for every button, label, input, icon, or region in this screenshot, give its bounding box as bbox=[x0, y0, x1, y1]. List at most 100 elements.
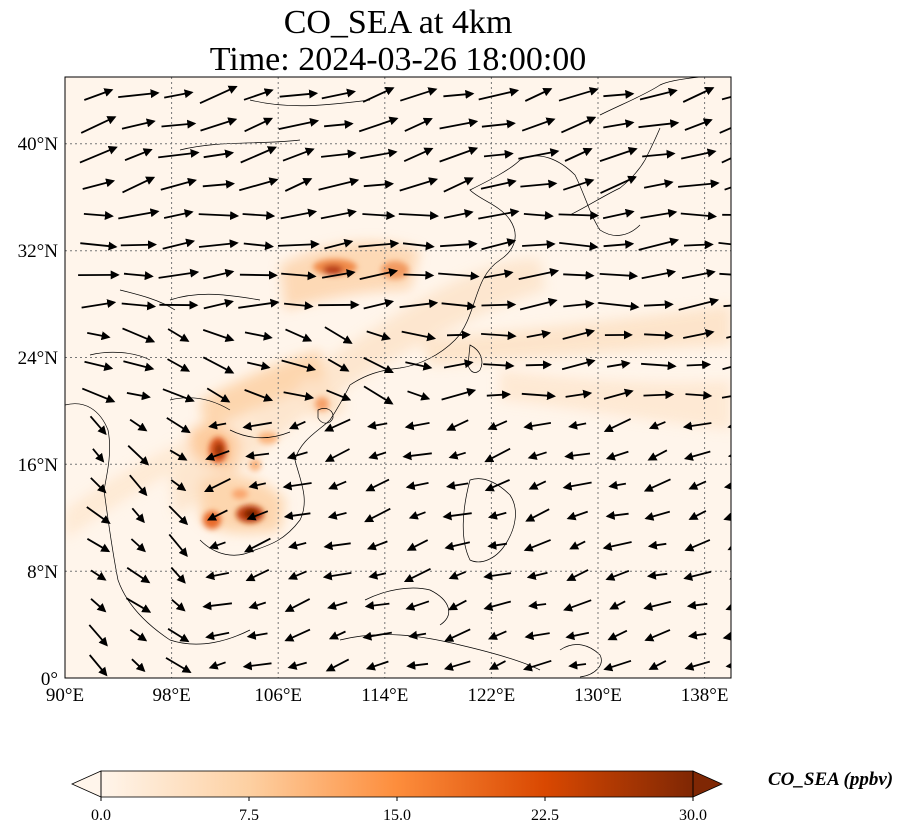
wind-arrow bbox=[561, 358, 596, 371]
wind-arrow bbox=[364, 601, 390, 610]
colorbar-tick-label: 7.5 bbox=[239, 807, 259, 824]
wind-arrow bbox=[318, 177, 360, 191]
wind-arrow bbox=[723, 304, 731, 308]
wind-arrow bbox=[244, 331, 273, 341]
wind-arrow bbox=[322, 571, 352, 581]
wind-arrow bbox=[681, 268, 716, 279]
wind-arrow bbox=[566, 510, 588, 521]
wind-arrow bbox=[722, 366, 731, 371]
wind-arrow bbox=[243, 88, 274, 101]
wind-arrow bbox=[164, 89, 194, 99]
wind-arrow bbox=[202, 179, 235, 189]
wind-arrow bbox=[605, 510, 629, 520]
wind-arrow bbox=[321, 88, 356, 100]
wind-arrow bbox=[169, 449, 188, 461]
wind-arrow bbox=[129, 474, 148, 497]
wind-arrow bbox=[684, 118, 713, 131]
wind-arrow bbox=[363, 298, 395, 310]
wind-arrow bbox=[278, 117, 320, 130]
x-tick-label: 114°E bbox=[361, 685, 408, 706]
wind-arrow bbox=[488, 660, 506, 670]
wind-arrow bbox=[126, 567, 151, 584]
wind-arrow bbox=[199, 85, 238, 105]
wind-arrow bbox=[84, 360, 114, 371]
y-tick-label: 24°N bbox=[18, 348, 59, 369]
wind-arrow bbox=[320, 149, 357, 159]
wind-arrow bbox=[279, 89, 319, 99]
wind-arrow bbox=[522, 659, 552, 672]
wind-arrow bbox=[526, 571, 548, 580]
colorbar-tick-label: 22.5 bbox=[531, 807, 559, 824]
wind-arrow bbox=[368, 570, 387, 580]
wind-arrow bbox=[167, 628, 190, 643]
wind-arrow bbox=[405, 481, 429, 491]
wind-arrow bbox=[158, 148, 200, 159]
wind-arrow bbox=[483, 571, 512, 581]
wind-arrow bbox=[558, 210, 600, 220]
wind-arrow bbox=[324, 119, 354, 129]
wind-arrow bbox=[81, 299, 117, 309]
wind-arrow bbox=[559, 241, 599, 251]
wind-arrow bbox=[283, 511, 311, 521]
wind-arrow bbox=[606, 359, 631, 369]
wind-arrow bbox=[162, 388, 195, 403]
wind-arrow bbox=[202, 601, 233, 611]
wind-arrow bbox=[122, 176, 156, 194]
wind-arrow bbox=[363, 179, 394, 189]
wind-arrow bbox=[244, 537, 271, 553]
wind-arrow bbox=[366, 540, 388, 551]
wind-arrow bbox=[643, 390, 675, 400]
wind-arrow bbox=[364, 507, 391, 523]
wind-arrow bbox=[441, 388, 477, 401]
wind-arrow bbox=[405, 361, 433, 371]
wind-arrow bbox=[524, 631, 550, 641]
wind-arrow bbox=[562, 481, 592, 491]
wind-arrow bbox=[287, 661, 307, 670]
wind-arrow bbox=[205, 450, 230, 461]
wind-arrow bbox=[523, 539, 551, 552]
wind-arrow bbox=[729, 571, 731, 580]
wind-arrow bbox=[603, 659, 632, 672]
wind-arrow bbox=[170, 567, 186, 584]
wind-arrow bbox=[443, 359, 474, 369]
wind-arrow bbox=[719, 127, 731, 134]
wind-arrow bbox=[160, 177, 197, 191]
wind-arrow bbox=[682, 87, 715, 103]
wind-arrow bbox=[407, 390, 431, 401]
wind-arrow bbox=[198, 211, 240, 221]
wind-arrow bbox=[403, 567, 431, 583]
wind-arrow bbox=[358, 239, 400, 249]
wind-arrow bbox=[202, 356, 235, 374]
wind-arrow bbox=[727, 421, 731, 430]
wind-arrow bbox=[238, 298, 280, 309]
wind-arrow bbox=[324, 448, 350, 462]
wind-arrow bbox=[203, 477, 231, 493]
wind-arrow bbox=[683, 329, 715, 339]
wind-arrow bbox=[281, 359, 317, 372]
wind-arrow bbox=[88, 624, 108, 647]
x-tick-label: 106°E bbox=[254, 685, 302, 706]
wind-arrow bbox=[125, 597, 152, 613]
wind-arrow bbox=[244, 389, 274, 402]
wind-arrow bbox=[327, 358, 350, 372]
wind-arrow bbox=[285, 328, 313, 342]
colorbar-tick-label: 30.0 bbox=[679, 807, 707, 824]
wind-arrow bbox=[685, 390, 713, 400]
wind-arrow bbox=[678, 179, 720, 189]
wind-arrow bbox=[404, 421, 430, 431]
wind-arrow bbox=[483, 360, 515, 370]
wind-arrow bbox=[243, 241, 274, 251]
map-frame bbox=[64, 76, 732, 679]
wind-arrow bbox=[366, 330, 392, 341]
wind-arrow bbox=[565, 631, 590, 641]
wind-arrow bbox=[282, 147, 315, 162]
wind-arrow bbox=[483, 149, 514, 159]
wind-arrow bbox=[244, 117, 274, 133]
wind-arrow bbox=[678, 297, 720, 311]
wind-arrow bbox=[288, 420, 306, 430]
wind-arrow bbox=[602, 208, 635, 220]
wind-arrow bbox=[80, 116, 117, 134]
wind-arrow bbox=[446, 330, 471, 340]
wind-arrow bbox=[609, 600, 626, 610]
